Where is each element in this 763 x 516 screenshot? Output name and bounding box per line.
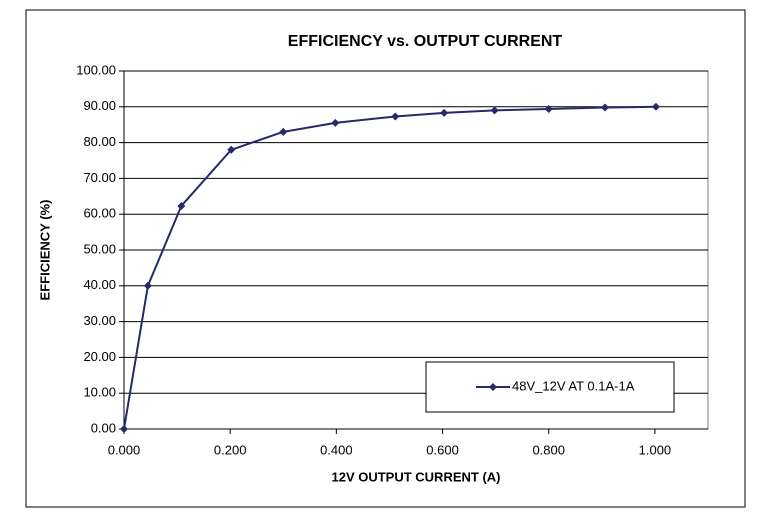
- data-point: [651, 102, 660, 111]
- x-tick-label: 0.200: [214, 442, 247, 457]
- y-tick-label: 0.00: [91, 420, 116, 435]
- data-point: [490, 106, 499, 115]
- data-point: [544, 104, 553, 113]
- x-tick-label: 0.600: [426, 442, 459, 457]
- y-tick-label: 30.00: [83, 313, 116, 328]
- data-point: [279, 127, 288, 136]
- data-point: [601, 103, 610, 112]
- y-tick-label: 50.00: [83, 241, 116, 256]
- y-tick-label: 100.00: [76, 62, 116, 77]
- legend-label: 48V_12V AT 0.1A-1A: [512, 378, 635, 393]
- data-point: [177, 201, 186, 210]
- y-tick-label: 60.00: [83, 206, 116, 221]
- y-tick-label: 80.00: [83, 134, 116, 149]
- legend-marker: [489, 383, 497, 391]
- y-tick-label: 90.00: [83, 98, 116, 113]
- chart-title: EFFICIENCY vs. OUTPUT CURRENT: [288, 33, 563, 50]
- y-axis-title: EFFICIENCY (%): [37, 200, 52, 301]
- data-point: [120, 425, 128, 433]
- x-tick-label: 0.800: [532, 442, 565, 457]
- x-tick-label: 0.000: [108, 442, 141, 457]
- legend-box: [425, 361, 675, 413]
- x-tick-label: 1.000: [639, 442, 672, 457]
- y-tick-label: 20.00: [83, 349, 116, 364]
- y-tick-label: 70.00: [83, 170, 116, 185]
- x-axis-title: 12V OUTPUT CURRENT (A): [331, 469, 500, 484]
- series-line: [123, 105, 656, 430]
- data-point: [391, 112, 400, 121]
- y-tick-label: 40.00: [83, 277, 116, 292]
- y-tick-label: 10.00: [83, 385, 116, 400]
- data-point: [143, 281, 152, 290]
- x-tick-label: 0.400: [320, 442, 353, 457]
- data-point: [227, 145, 236, 154]
- data-point: [440, 108, 449, 117]
- data-point: [331, 118, 340, 127]
